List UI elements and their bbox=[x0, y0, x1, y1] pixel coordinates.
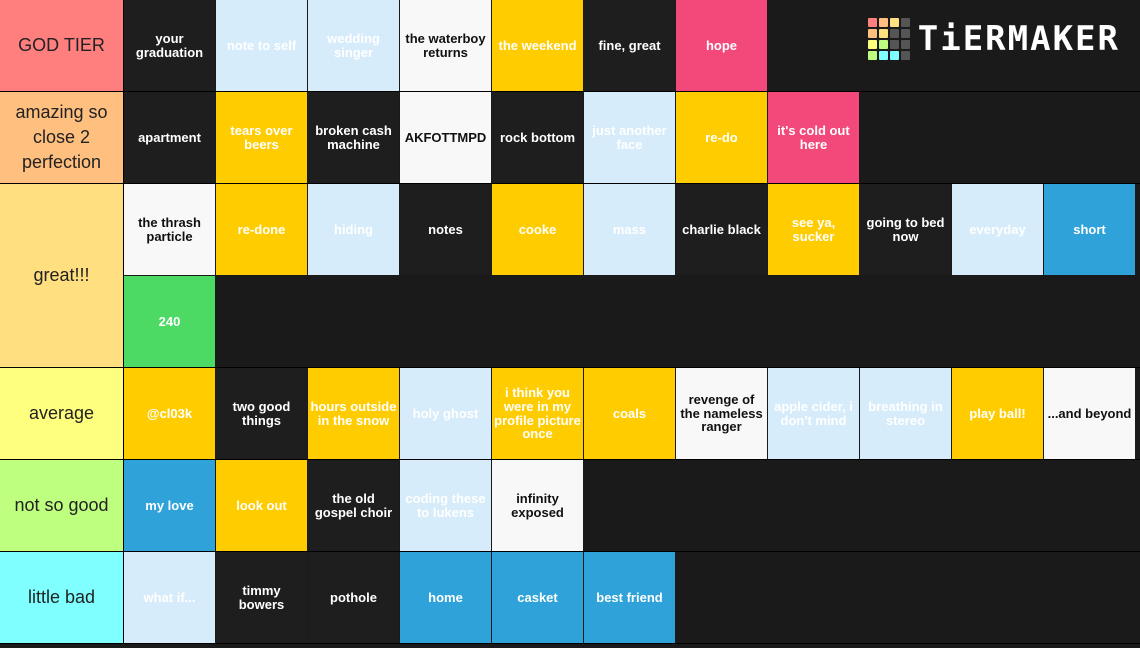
tier-row: not so good my love look out the old gospel… bbox=[0, 460, 1140, 552]
tier-item[interactable]: hours outside in the snow bbox=[308, 368, 399, 459]
tier-item[interactable]: the weekend bbox=[492, 0, 583, 91]
tier-item[interactable]: the thrash particle bbox=[124, 184, 215, 275]
tier-item[interactable]: timmy bowers bbox=[216, 552, 307, 643]
logo: TiERMAKER bbox=[867, 18, 1120, 60]
tier-items: apartment tears over beers broken cash mac… bbox=[124, 92, 1139, 183]
tier-item[interactable]: wedding singer bbox=[308, 0, 399, 91]
tier-item[interactable]: tears over beers bbox=[216, 92, 307, 183]
tier-item[interactable]: play ball! bbox=[952, 368, 1043, 459]
tier-item[interactable]: AKFOTTMPD bbox=[400, 92, 491, 183]
tier-items: your graduation note to self wedding singe… bbox=[124, 0, 1139, 91]
tier-label: GOD TIER bbox=[0, 0, 124, 91]
tier-item[interactable]: broken cash machine bbox=[308, 92, 399, 183]
tier-item[interactable]: pothole bbox=[308, 552, 399, 643]
tier-item[interactable]: short bbox=[1044, 184, 1135, 275]
tier-item[interactable]: two good things bbox=[216, 368, 307, 459]
tier-item[interactable]: charlie black bbox=[676, 184, 767, 275]
tier-label: little bad bbox=[0, 552, 124, 643]
tier-item[interactable]: rock bottom bbox=[492, 92, 583, 183]
logo-icon bbox=[867, 18, 910, 60]
tier-item[interactable]: holy ghost bbox=[400, 368, 491, 459]
tier-item[interactable]: just another face bbox=[584, 92, 675, 183]
tier-item[interactable]: going to bed now bbox=[860, 184, 951, 275]
tier-item[interactable]: see ya, sucker bbox=[768, 184, 859, 275]
tier-item[interactable]: revenge of the nameless ranger bbox=[676, 368, 767, 459]
tier-row: amazing so close 2 perfection apartment te… bbox=[0, 92, 1140, 184]
tier-item[interactable]: 240 bbox=[124, 276, 215, 367]
tier-items: @cl03k two good things hours outside in th… bbox=[124, 368, 1139, 459]
tier-label: not so good bbox=[0, 460, 124, 551]
tier-item[interactable]: everyday bbox=[952, 184, 1043, 275]
tier-row: great!!! the thrash particle re-done hiding… bbox=[0, 184, 1140, 368]
tier-item[interactable]: note to self bbox=[216, 0, 307, 91]
tier-item[interactable]: hope bbox=[676, 0, 767, 91]
tier-item[interactable]: it's cold out here bbox=[768, 92, 859, 183]
tier-items: the thrash particle re-done hiding notes coo… bbox=[124, 184, 1139, 367]
tier-row: little bad what if... timmy bowers pothole h… bbox=[0, 552, 1140, 644]
tier-row: average @cl03k two good things hours outsid… bbox=[0, 368, 1140, 460]
tier-label: amazing so close 2 perfection bbox=[0, 92, 124, 183]
tier-item[interactable]: cooke bbox=[492, 184, 583, 275]
tier-item[interactable]: home bbox=[400, 552, 491, 643]
tier-items: my love look out the old gospel choir codin… bbox=[124, 460, 1139, 551]
tier-item[interactable]: ...and beyond bbox=[1044, 368, 1135, 459]
tier-item[interactable]: re-done bbox=[216, 184, 307, 275]
tier-item[interactable]: the old gospel choir bbox=[308, 460, 399, 551]
tier-item[interactable]: apple cider, i don't mind bbox=[768, 368, 859, 459]
tier-item[interactable]: breathing in stereo bbox=[860, 368, 951, 459]
tier-item[interactable]: i think you were in my profile picture o… bbox=[492, 368, 583, 459]
tier-item[interactable]: coding these to lukens bbox=[400, 460, 491, 551]
tier-item[interactable]: mass bbox=[584, 184, 675, 275]
tier-row: GOD TIER your graduation note to self weddi… bbox=[0, 0, 1140, 92]
tier-items: what if... timmy bowers pothole home casket b… bbox=[124, 552, 1139, 643]
tier-item[interactable]: casket bbox=[492, 552, 583, 643]
tier-label: average bbox=[0, 368, 124, 459]
tier-item[interactable]: look out bbox=[216, 460, 307, 551]
tier-item[interactable]: apartment bbox=[124, 92, 215, 183]
tier-item[interactable]: coals bbox=[584, 368, 675, 459]
tier-item[interactable]: fine, great bbox=[584, 0, 675, 91]
tier-item[interactable]: notes bbox=[400, 184, 491, 275]
tier-item[interactable]: my love bbox=[124, 460, 215, 551]
tier-item[interactable]: re-do bbox=[676, 92, 767, 183]
tier-item[interactable]: infinity exposed bbox=[492, 460, 583, 551]
tier-item[interactable]: @cl03k bbox=[124, 368, 215, 459]
logo-text: TiERMAKER bbox=[917, 19, 1120, 59]
tier-item[interactable]: your graduation bbox=[124, 0, 215, 91]
tier-item[interactable]: what if... bbox=[124, 552, 215, 643]
tier-label: great!!! bbox=[0, 184, 124, 367]
tier-item[interactable]: the waterboy returns bbox=[400, 0, 491, 91]
tier-item[interactable]: hiding bbox=[308, 184, 399, 275]
tier-item[interactable]: best friend bbox=[584, 552, 675, 643]
